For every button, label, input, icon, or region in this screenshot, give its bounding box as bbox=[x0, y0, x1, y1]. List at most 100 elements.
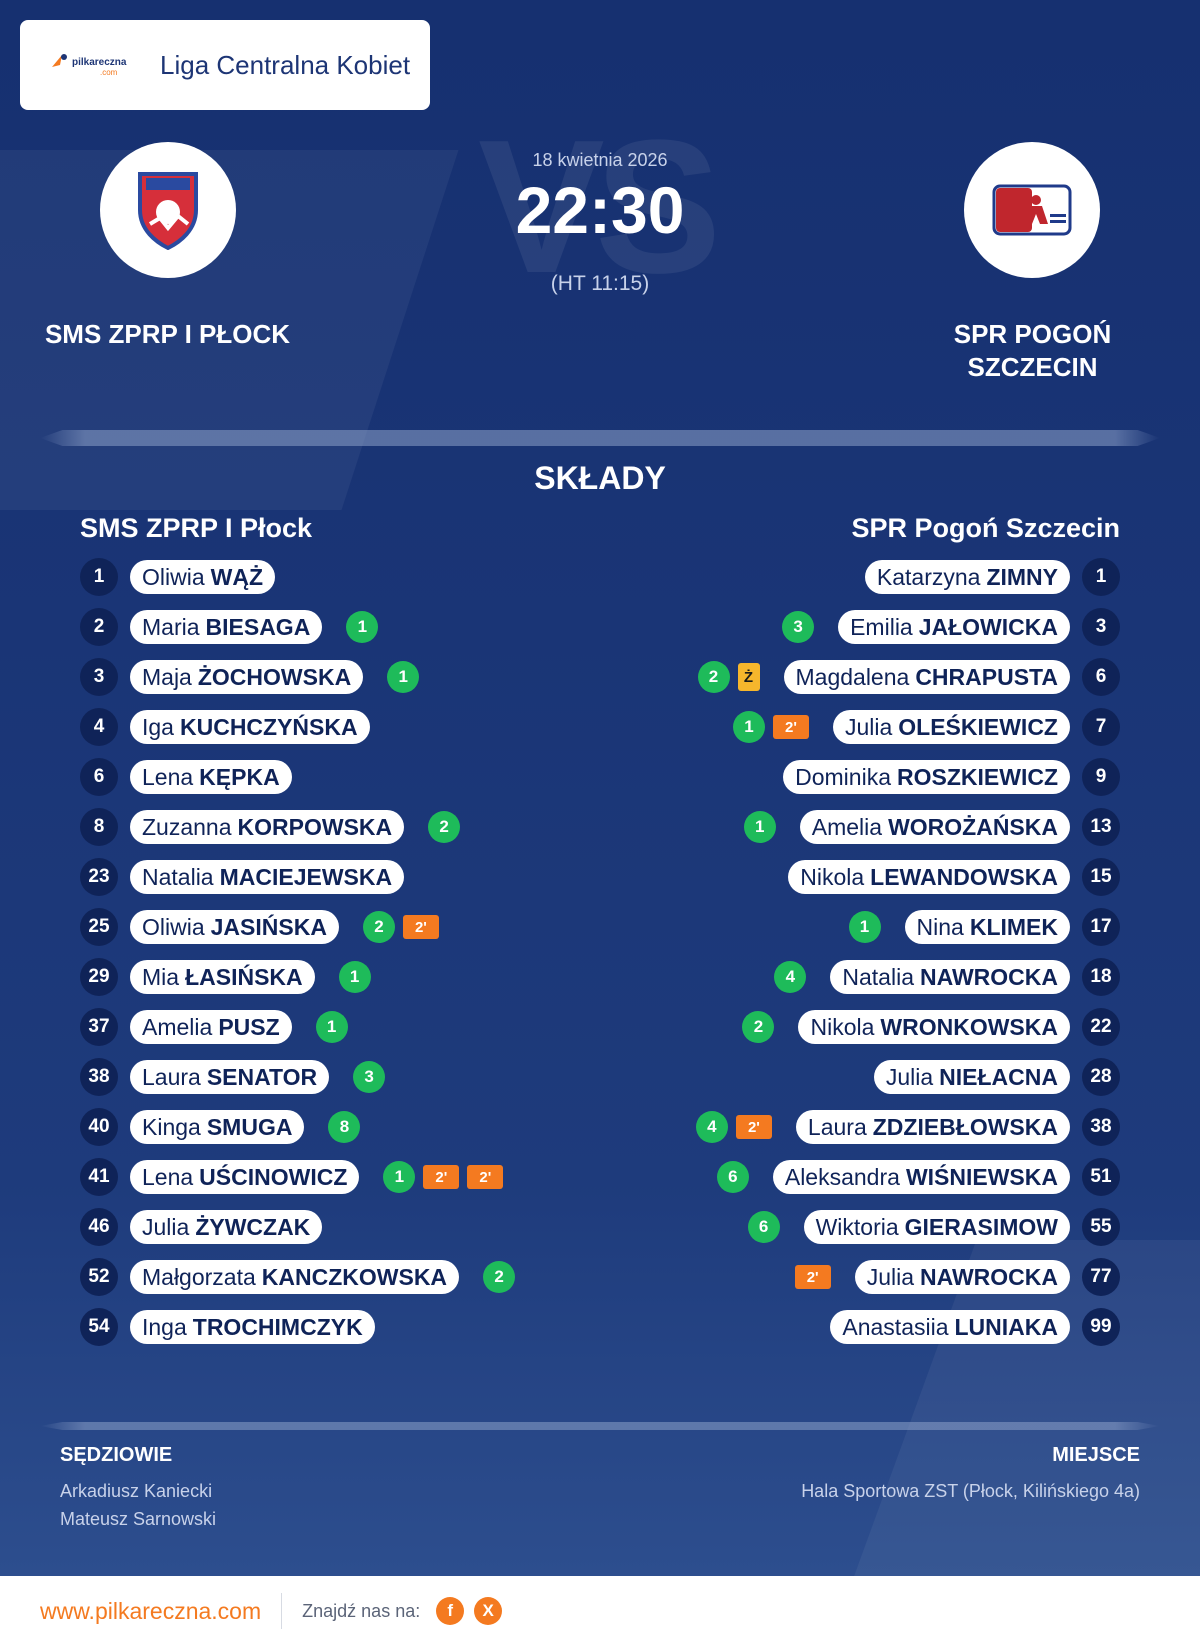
player-last-name: JAŁOWICKA bbox=[918, 613, 1058, 640]
player-row: 6 Lena KĘPKA bbox=[80, 752, 640, 802]
referee-name: Mateusz Sarnowski bbox=[60, 1509, 217, 1529]
player-first-name: Nikola bbox=[800, 863, 865, 890]
player-first-name: Oliwia bbox=[142, 563, 205, 590]
player-first-name: Amelia bbox=[142, 1013, 213, 1040]
goals-badge: 6 bbox=[747, 1211, 780, 1243]
player-row: 29 Mia ŁASIŃSKA 1 bbox=[80, 952, 640, 1002]
player-name: Emilia JAŁOWICKA bbox=[838, 610, 1070, 644]
player-row: 1 2' Julia OLEŚKIEWICZ 7 bbox=[560, 702, 1120, 752]
player-number: 22 bbox=[1082, 1008, 1120, 1046]
player-last-name: KLIMEK bbox=[969, 913, 1058, 940]
pogon-szczecin-crest-icon bbox=[992, 184, 1072, 236]
website-link[interactable]: www.pilkareczna.com bbox=[40, 1597, 262, 1624]
player-name: Julia OLEŚKIEWICZ bbox=[832, 710, 1070, 744]
player-name: Amelia WOROŻAŃSKA bbox=[799, 810, 1070, 844]
player-last-name: KORPOWSKA bbox=[237, 813, 393, 840]
player-number: 40 bbox=[80, 1108, 118, 1146]
goals-badge: 1 bbox=[383, 1161, 416, 1193]
player-number: 25 bbox=[80, 908, 118, 946]
player-name: Natalia MACIEJEWSKA bbox=[130, 860, 405, 894]
player-first-name: Laura bbox=[142, 1063, 201, 1090]
player-first-name: Małgorzata bbox=[142, 1263, 256, 1290]
goals-badge: 1 bbox=[732, 711, 765, 743]
player-number: 15 bbox=[1082, 858, 1120, 896]
section-divider bbox=[40, 1422, 1160, 1430]
home-team-logo bbox=[100, 142, 236, 278]
player-row: 54 Inga TROCHIMCZYK bbox=[80, 1302, 640, 1352]
player-last-name: PUSZ bbox=[218, 1013, 280, 1040]
player-number: 1 bbox=[1082, 558, 1120, 596]
venue-title: MIEJSCE bbox=[1052, 1444, 1140, 1466]
pilkareczna-logo-icon[interactable]: pilkareczna .com bbox=[48, 45, 138, 85]
player-first-name: Anastasiia bbox=[842, 1313, 949, 1340]
player-first-name: Mia bbox=[142, 963, 180, 990]
player-last-name: WĄŻ bbox=[210, 563, 263, 590]
goals-badge: 1 bbox=[346, 611, 379, 643]
player-number: 46 bbox=[80, 1208, 118, 1246]
player-row: 41 Lena UŚCINOWICZ 1 2' 2' bbox=[80, 1152, 640, 1202]
suspension-badge: 2' bbox=[794, 1265, 831, 1289]
suspension-badge: 2' bbox=[772, 715, 809, 739]
player-row: Dominika ROSZKIEWICZ 9 bbox=[560, 752, 1120, 802]
player-last-name: ŻOCHOWSKA bbox=[197, 663, 352, 690]
player-stats: 1 2' bbox=[732, 711, 809, 743]
player-last-name: GIERASIMOW bbox=[904, 1213, 1058, 1240]
player-row: 3 Emilia JAŁOWICKA 3 bbox=[560, 602, 1120, 652]
goals-badge: 4 bbox=[695, 1111, 728, 1143]
player-number: 17 bbox=[1082, 908, 1120, 946]
away-lineup-list: Katarzyna ZIMNY 1 3 Emilia JAŁOWICKA 3 2 Ż Magdal… bbox=[560, 552, 1120, 1352]
player-stats: 3 bbox=[782, 611, 815, 643]
player-stats: 1 bbox=[346, 611, 379, 643]
league-header: pilkareczna .com Liga Centralna Kobiet bbox=[20, 20, 430, 110]
away-team-name: SPR POGOŃ SZCZECIN bbox=[953, 319, 1112, 382]
facebook-icon[interactable]: f bbox=[436, 1597, 465, 1625]
player-first-name: Natalia bbox=[142, 863, 214, 890]
referees-title: SĘDZIOWIE bbox=[60, 1444, 173, 1466]
player-row: 4 Iga KUCHCZYŃSKA bbox=[80, 702, 640, 752]
player-stats: 8 bbox=[328, 1111, 361, 1143]
player-stats: 6 bbox=[716, 1161, 749, 1193]
player-name: Laura ZDZIEBŁOWSKA bbox=[795, 1110, 1070, 1144]
player-last-name: TROCHIMCZYK bbox=[192, 1313, 363, 1340]
player-row: 4 Natalia NAWROCKA 18 bbox=[560, 952, 1120, 1002]
player-name: Natalia NAWROCKA bbox=[830, 960, 1070, 994]
player-number: 28 bbox=[1082, 1058, 1120, 1096]
player-last-name: ROSZKIEWICZ bbox=[897, 763, 1058, 790]
player-number: 18 bbox=[1082, 958, 1120, 996]
player-number: 13 bbox=[1082, 808, 1120, 846]
player-last-name: WIŚNIEWSKA bbox=[905, 1163, 1058, 1190]
player-number: 7 bbox=[1082, 708, 1120, 746]
player-name: Julia NAWROCKA bbox=[854, 1260, 1070, 1294]
player-first-name: Oliwia bbox=[142, 913, 205, 940]
player-row: 3 Maja ŻOCHOWSKA 1 bbox=[80, 652, 640, 702]
match-date: 18 kwietnia 2026 bbox=[532, 150, 668, 170]
player-first-name: Julia bbox=[142, 1213, 190, 1240]
player-name: Laura SENATOR bbox=[130, 1060, 330, 1094]
player-name: Nina KLIMEK bbox=[904, 910, 1070, 944]
player-number: 29 bbox=[80, 958, 118, 996]
player-first-name: Maria bbox=[142, 613, 200, 640]
player-stats: 2 bbox=[428, 811, 461, 843]
player-number: 4 bbox=[80, 708, 118, 746]
player-stats: 2 bbox=[483, 1261, 516, 1293]
player-name: Lena UŚCINOWICZ bbox=[130, 1160, 360, 1194]
suspension-badge: 2' bbox=[423, 1165, 460, 1189]
goals-badge: 8 bbox=[328, 1111, 361, 1143]
player-row: 38 Laura SENATOR 3 bbox=[80, 1052, 640, 1102]
player-first-name: Julia bbox=[866, 1263, 914, 1290]
referees-block: SĘDZIOWIE Arkadiusz Kaniecki Mateusz Sar… bbox=[60, 1444, 216, 1533]
x-icon[interactable]: X bbox=[474, 1597, 503, 1625]
player-first-name: Lena bbox=[142, 1163, 194, 1190]
player-last-name: CHRAPUSTA bbox=[915, 663, 1058, 690]
home-lineup-list: 1 Oliwia WĄŻ 2 Maria BIESAGA 1 3 Maja ŻOCHOWSKA 1 4… bbox=[80, 552, 640, 1352]
player-first-name: Inga bbox=[142, 1313, 187, 1340]
player-name: Amelia PUSZ bbox=[130, 1010, 292, 1044]
player-stats: 1 bbox=[338, 961, 371, 993]
player-last-name: NAWROCKA bbox=[920, 963, 1058, 990]
player-first-name: Emilia bbox=[850, 613, 913, 640]
player-number: 6 bbox=[1082, 658, 1120, 696]
player-row: 8 Zuzanna KORPOWSKA 2 bbox=[80, 802, 640, 852]
away-team-logo bbox=[964, 142, 1100, 278]
player-stats: 2 bbox=[742, 1011, 775, 1043]
player-number: 54 bbox=[80, 1308, 118, 1346]
